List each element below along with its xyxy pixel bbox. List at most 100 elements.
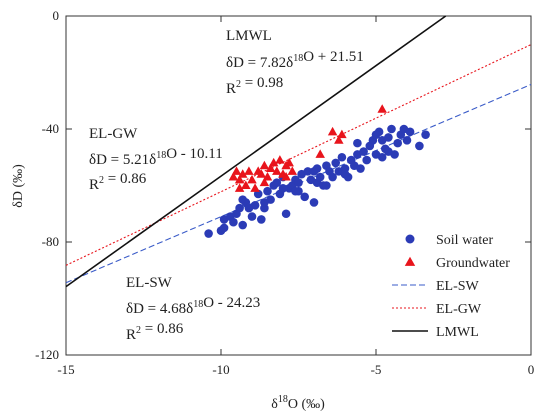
point-soil-water [272, 178, 282, 187]
point-groundwater [259, 177, 270, 187]
point-groundwater [272, 166, 282, 175]
x-tick-label: -15 [57, 362, 74, 377]
point-soil-water [300, 192, 310, 202]
point-soil-water [421, 130, 430, 139]
axis-ticks: -15 -10 -5 0 -120 -80 -40 0 [35, 8, 534, 377]
point-groundwater [327, 126, 338, 136]
y-tick-label: 0 [53, 8, 60, 23]
annotation-elsw: EL-SW δD = 4.68δ18O - 24.23 R2 = 0.86 [126, 275, 260, 343]
point-soil-water [359, 147, 368, 156]
y-tick-label: -80 [42, 234, 59, 249]
point-soil-water [356, 164, 365, 173]
point-soil-water [312, 164, 322, 173]
annotation-lmwl: LMWL δD = 7.82δ18O + 21.51 R2 = 0.98 [226, 28, 364, 97]
point-soil-water [384, 147, 393, 156]
legend-swatch-soil-water [405, 234, 415, 244]
point-soil-water [371, 130, 381, 139]
point-soil-water [291, 186, 300, 196]
legend-label-soil-water: Soil water [436, 233, 493, 248]
annotation-lmwl-title: LMWL [226, 28, 272, 44]
point-groundwater [234, 183, 245, 192]
point-soil-water [247, 212, 257, 221]
point-groundwater [250, 183, 260, 192]
line-lmwl [65, 15, 447, 288]
y-tick-label: -40 [42, 121, 59, 136]
point-soil-water [353, 138, 362, 148]
legend-item-soil-water: Soil water [405, 233, 493, 248]
point-soil-water [402, 136, 412, 145]
point-soil-water [303, 167, 313, 176]
point-groundwater [237, 169, 248, 178]
data-points [204, 104, 430, 238]
point-groundwater [234, 174, 245, 184]
point-groundwater [284, 157, 294, 167]
point-groundwater [265, 163, 276, 173]
point-soil-water [219, 223, 229, 233]
point-groundwater [268, 157, 279, 167]
point-soil-water [337, 152, 347, 162]
point-soil-water [384, 133, 393, 142]
point-soil-water [328, 172, 337, 182]
annotation-elsw-title: EL-SW [126, 275, 173, 291]
annotation-elgw-title: EL-GW [89, 126, 138, 142]
point-groundwater [334, 135, 344, 144]
point-groundwater [241, 180, 251, 189]
annotation-elgw-equation: δD = 5.21δ18O - 10.11 [89, 146, 223, 168]
point-soil-water [229, 217, 238, 227]
point-soil-water [263, 186, 272, 196]
legend-item-el-gw: EL-GW [392, 302, 482, 317]
point-soil-water [235, 203, 244, 213]
x-tick-label: -5 [371, 362, 382, 377]
annotation-elsw-equation: δD = 4.68δ18O - 24.23 [126, 295, 260, 317]
point-groundwater [228, 172, 239, 181]
point-groundwater [281, 172, 291, 181]
point-soil-water [393, 138, 403, 148]
point-soil-water [387, 124, 396, 134]
point-soil-water [238, 220, 247, 230]
point-soil-water [281, 209, 291, 219]
x-tick-label: 0 [528, 362, 535, 377]
y-tick-label: -120 [35, 347, 59, 362]
annotation-elgw-r2: R2 = 0.86 [89, 171, 147, 193]
point-groundwater [244, 166, 254, 175]
point-groundwater [247, 174, 257, 184]
point-groundwater [315, 149, 325, 158]
point-groundwater [231, 166, 242, 175]
point-soil-water [340, 169, 350, 179]
legend-item-el-sw: EL-SW [392, 279, 480, 294]
point-soil-water [405, 127, 415, 137]
point-soil-water [362, 155, 372, 165]
point-soil-water [253, 189, 263, 199]
y-axis-title: δD (‰) [11, 164, 26, 208]
annotation-lmwl-r2: R2 = 0.98 [226, 75, 283, 97]
point-soil-water [322, 181, 331, 190]
point-soil-water [331, 158, 341, 168]
annotation-elsw-r2: R2 = 0.86 [126, 321, 184, 343]
legend-swatch-groundwater [404, 256, 416, 266]
legend: Soil water Groundwater EL-SW EL-GW LMWL [392, 233, 510, 340]
point-groundwater [262, 172, 273, 181]
legend-item-groundwater: Groundwater [404, 256, 510, 271]
legend-label-groundwater: Groundwater [436, 256, 510, 271]
legend-item-lmwl: LMWL [392, 325, 479, 340]
point-soil-water [315, 172, 325, 182]
point-soil-water [278, 184, 288, 193]
x-tick-label: -10 [212, 362, 229, 377]
point-groundwater [337, 129, 347, 139]
legend-label-lmwl: LMWL [436, 325, 479, 340]
point-soil-water [377, 152, 387, 162]
point-soil-water [204, 229, 213, 238]
point-soil-water [260, 198, 269, 207]
point-groundwater [287, 166, 298, 175]
point-soil-water [294, 178, 303, 187]
plot-frame [65, 15, 532, 356]
annotation-elgw: EL-GW δD = 5.21δ18O - 10.11 R2 = 0.86 [89, 126, 223, 193]
point-groundwater [275, 155, 285, 164]
point-soil-water [309, 198, 319, 207]
point-soil-water [415, 141, 424, 151]
point-soil-water [244, 203, 254, 213]
legend-label-el-sw: EL-SW [436, 279, 480, 294]
point-soil-water [257, 215, 266, 224]
point-groundwater [377, 104, 387, 113]
